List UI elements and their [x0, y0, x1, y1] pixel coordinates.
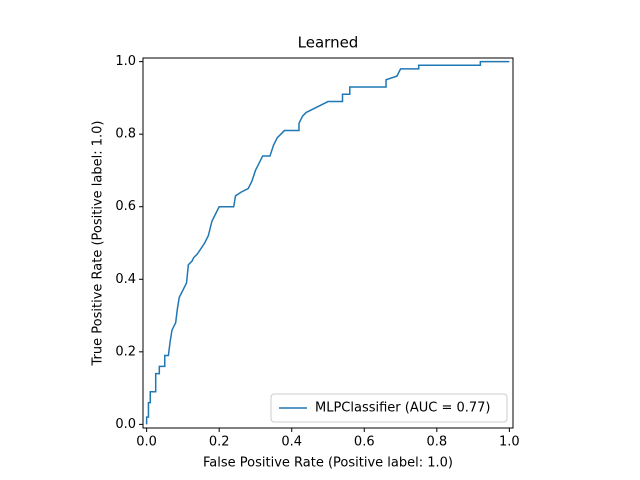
chart-title: Learned: [298, 34, 359, 52]
y-tick-label: 0.0: [115, 417, 136, 432]
legend-box: [270, 393, 508, 423]
legend-label: MLPClassifier (AUC = 0.77): [315, 401, 491, 416]
y-tick-label: 1.0: [115, 54, 136, 69]
x-tick-label: 0.0: [136, 435, 157, 450]
x-tick-label: 0.4: [281, 435, 302, 450]
x-tick-label: 1.0: [499, 435, 520, 450]
x-axis-label: False Positive Rate (Positive label: 1.0…: [203, 456, 453, 471]
roc-curve: [145, 60, 510, 425]
x-tick-label: 0.2: [209, 435, 230, 450]
plot-frame: [142, 57, 514, 429]
x-tick-label: 0.6: [354, 435, 375, 450]
x-tick-label: 0.8: [426, 435, 447, 450]
y-tick-label: 0.6: [115, 199, 136, 214]
y-tick-label: 0.2: [115, 344, 136, 359]
y-axis-label: True Positive Rate (Positive label: 1.0): [91, 121, 106, 367]
y-tick-label: 0.4: [115, 272, 136, 287]
y-tick-label: 0.8: [115, 127, 136, 142]
